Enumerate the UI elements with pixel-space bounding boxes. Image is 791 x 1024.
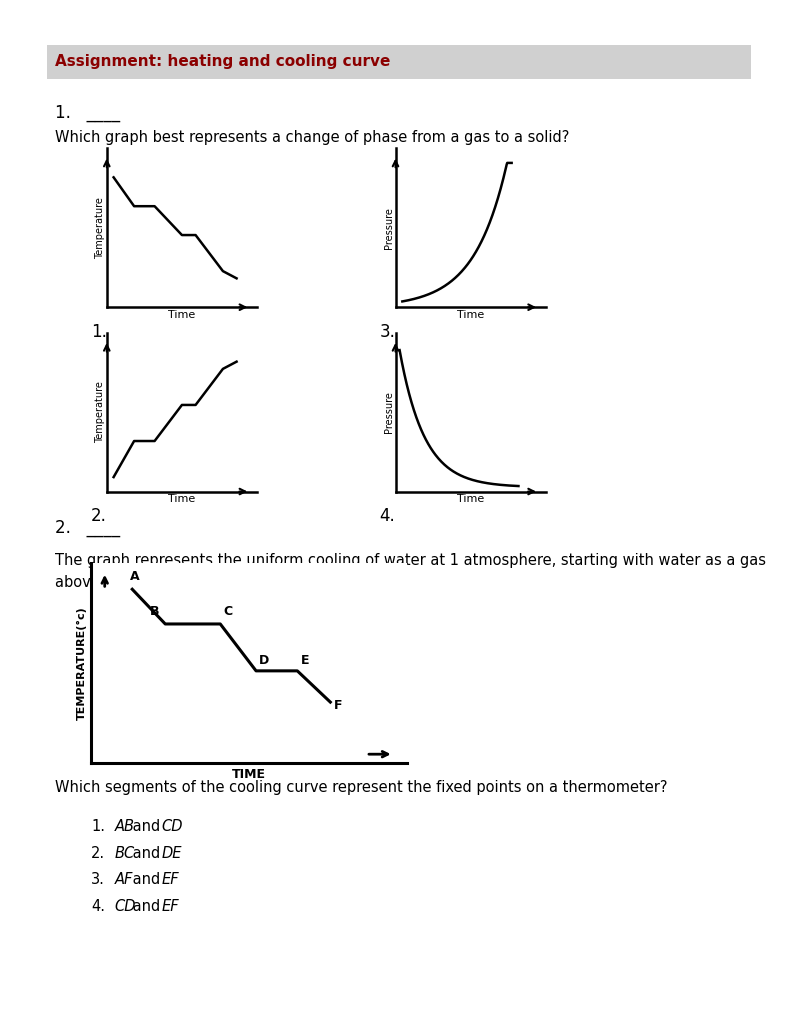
Text: 4.: 4.	[91, 899, 105, 914]
Text: A: A	[130, 570, 139, 584]
X-axis label: TIME: TIME	[233, 768, 266, 781]
Text: and: and	[128, 846, 165, 861]
Y-axis label: TEMPERATURE(°c): TEMPERATURE(°c)	[77, 606, 87, 720]
Text: DE: DE	[162, 846, 182, 861]
Y-axis label: Temperature: Temperature	[96, 197, 105, 259]
Text: and: and	[128, 872, 165, 888]
Text: EF: EF	[162, 872, 180, 888]
Text: and: and	[128, 899, 165, 914]
X-axis label: Time: Time	[168, 495, 195, 504]
Text: 1.   ____: 1. ____	[55, 104, 120, 123]
Text: 1.: 1.	[91, 323, 107, 341]
Text: and: and	[128, 819, 165, 835]
Text: CD: CD	[115, 899, 136, 914]
Text: BC: BC	[115, 846, 135, 861]
Text: CD: CD	[162, 819, 184, 835]
Text: The graph represents the uniform cooling of water at 1 atmosphere, starting with: The graph represents the uniform cooling…	[55, 553, 766, 568]
Text: Assignment: heating and cooling curve: Assignment: heating and cooling curve	[55, 54, 391, 70]
Text: D: D	[259, 653, 270, 667]
Text: 2.   ____: 2. ____	[55, 519, 120, 538]
X-axis label: Time: Time	[457, 495, 484, 504]
Text: B: B	[150, 605, 160, 617]
Text: C: C	[224, 605, 233, 617]
Text: F: F	[334, 698, 343, 712]
Bar	[47, 45, 751, 79]
Text: 2.: 2.	[91, 846, 105, 861]
Text: 2.: 2.	[91, 507, 107, 525]
X-axis label: Time: Time	[457, 310, 484, 319]
Text: EF: EF	[162, 899, 180, 914]
Text: AF: AF	[115, 872, 133, 888]
Text: AB: AB	[115, 819, 134, 835]
Y-axis label: Pressure: Pressure	[384, 391, 394, 433]
Text: above its boiling point.: above its boiling point.	[55, 575, 223, 591]
Text: Which graph best represents a change of phase from a gas to a solid?: Which graph best represents a change of …	[55, 130, 570, 145]
Text: E: E	[301, 653, 309, 667]
Text: 3.: 3.	[380, 323, 396, 341]
X-axis label: Time: Time	[168, 310, 195, 319]
Y-axis label: Pressure: Pressure	[384, 207, 394, 249]
Text: 1.: 1.	[91, 819, 105, 835]
Text: 4.: 4.	[380, 507, 396, 525]
Y-axis label: Temperature: Temperature	[96, 381, 105, 443]
Text: 3.: 3.	[91, 872, 105, 888]
Text: Which segments of the cooling curve represent the fixed points on a thermometer?: Which segments of the cooling curve repr…	[55, 780, 668, 796]
